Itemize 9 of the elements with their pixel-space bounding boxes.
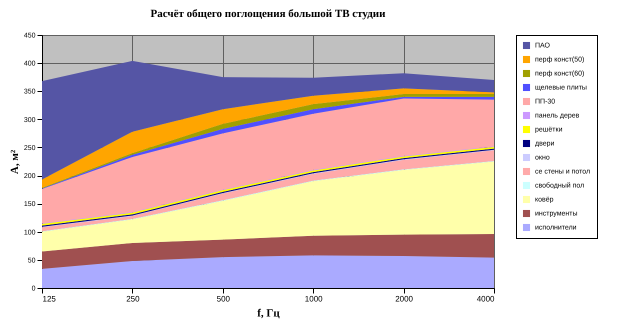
x-tick-label: 250 (126, 294, 140, 304)
chart-title: Расчёт общего поглощения большой ТВ студии (150, 8, 386, 20)
x-tick-label: 2000 (395, 294, 414, 304)
x-tick-label: 1000 (304, 294, 324, 304)
x-tick-label: 4000 (476, 294, 496, 304)
x-axis-title: f, Гц (257, 308, 280, 320)
x-tick-label: 125 (42, 294, 56, 304)
y-axis-title: A, м² (8, 149, 21, 174)
x-tick-label: 500 (216, 294, 231, 304)
